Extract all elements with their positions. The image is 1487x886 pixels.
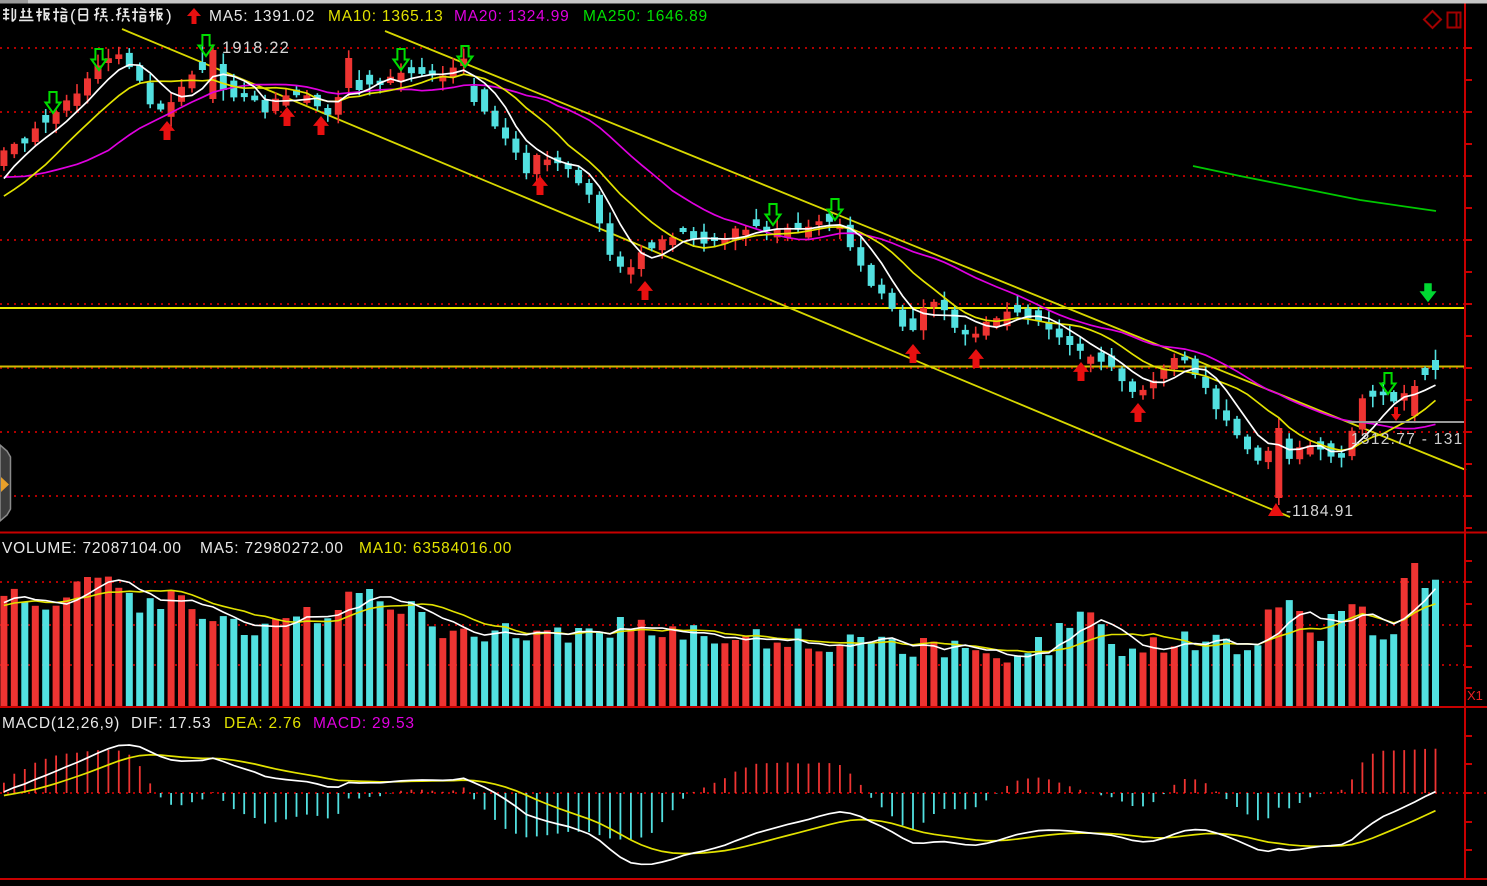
svg-text:): ) (166, 6, 172, 25)
svg-text:1918.22: 1918.22 (222, 39, 290, 57)
svg-text:VOLUME: 72087104.00: VOLUME: 72087104.00 (2, 540, 182, 557)
svg-text:(: ( (70, 6, 76, 25)
svg-text:MACD(12,26,9): MACD(12,26,9) (2, 715, 120, 732)
svg-text:.: . (110, 6, 115, 25)
svg-text:1312.77 - 131: 1312.77 - 131 (1351, 431, 1464, 448)
svg-text:MACD: 29.53: MACD: 29.53 (313, 715, 415, 732)
svg-text:DEA: 2.76: DEA: 2.76 (224, 715, 302, 732)
svg-text:MA10: 1365.13: MA10: 1365.13 (328, 8, 444, 25)
svg-text:X1: X1 (1467, 688, 1483, 703)
svg-text:MA20: 1324.99: MA20: 1324.99 (454, 8, 570, 25)
svg-text:MA10: 63584016.00: MA10: 63584016.00 (359, 540, 512, 557)
svg-text:MA5: 72980272.00: MA5: 72980272.00 (200, 540, 344, 557)
svg-text:-1184.91: -1184.91 (1286, 503, 1354, 520)
svg-text:MA250: 1646.89: MA250: 1646.89 (583, 8, 708, 25)
svg-text:DIF: 17.53: DIF: 17.53 (131, 715, 211, 732)
svg-text:MA5: 1391.02: MA5: 1391.02 (209, 8, 315, 25)
